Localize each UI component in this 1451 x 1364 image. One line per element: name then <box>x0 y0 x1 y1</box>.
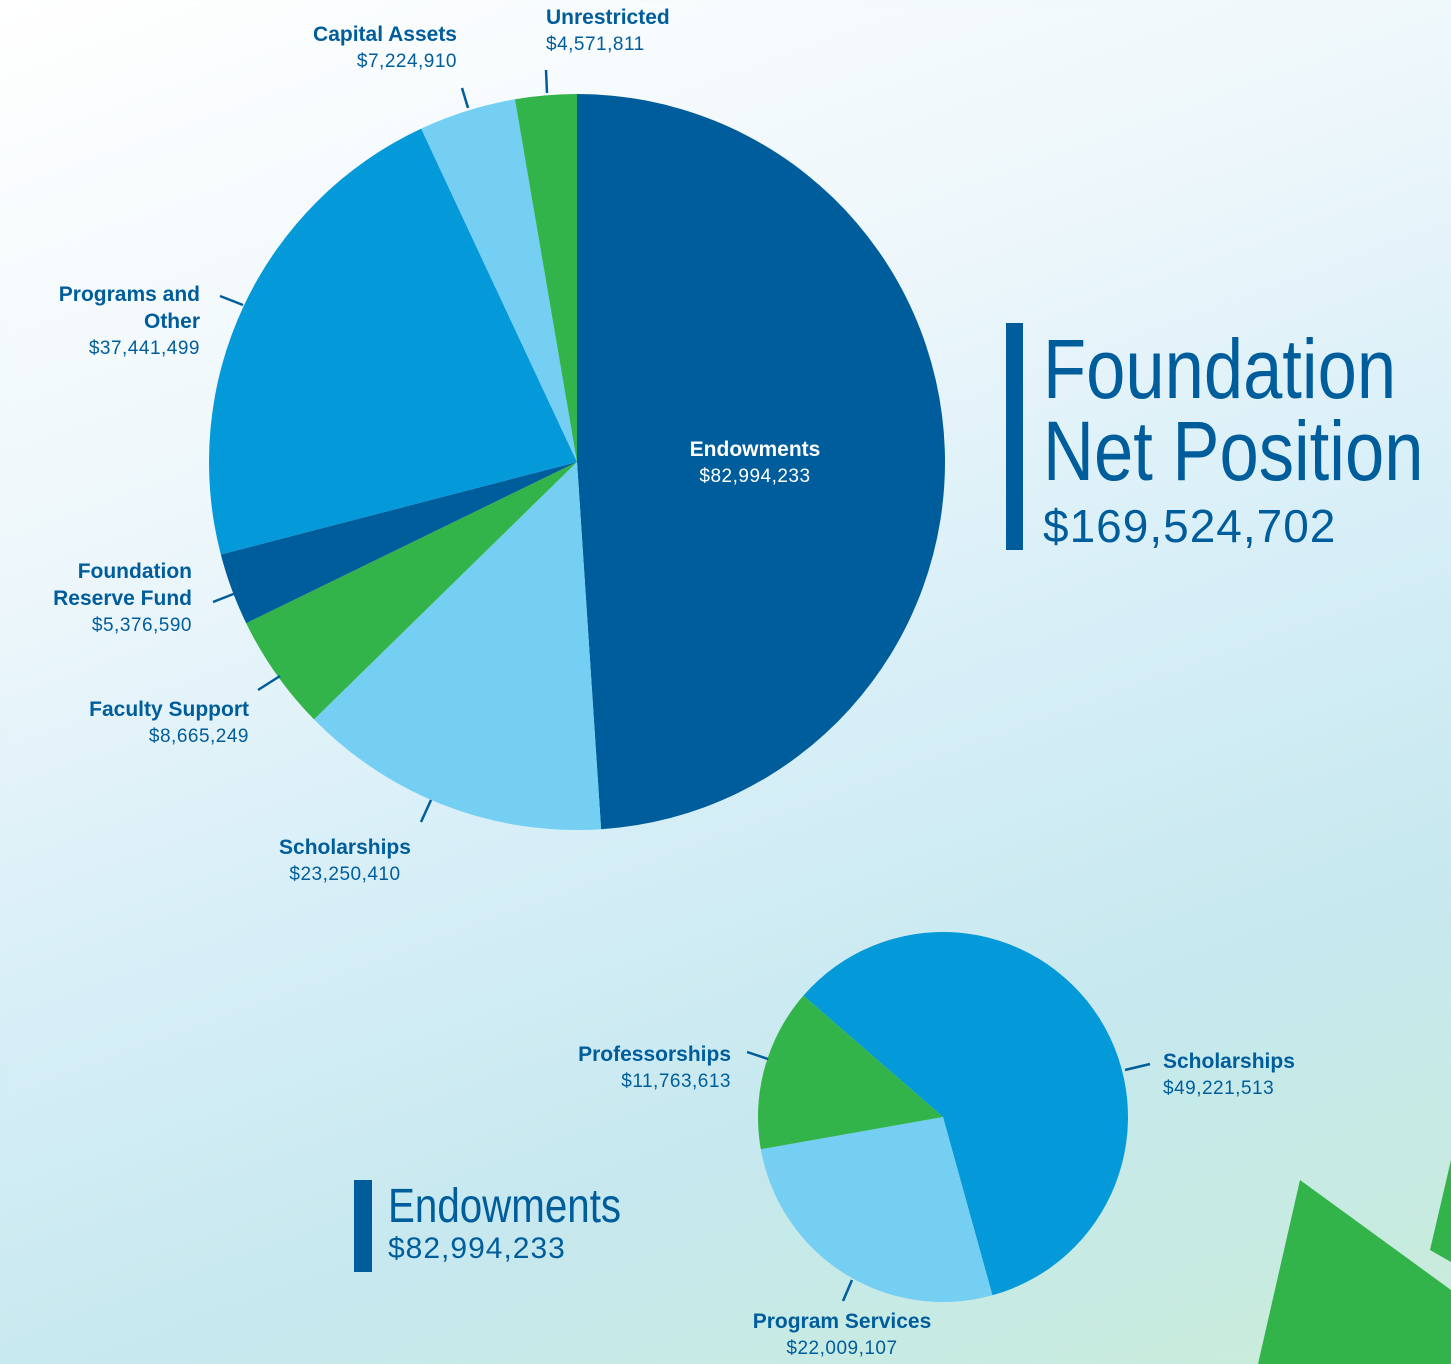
slice-label: Faculty Support $8,665,249 <box>20 696 249 750</box>
pie-slice <box>313 462 602 830</box>
leader-line <box>212 591 237 604</box>
slice-label: Program Services $22,009,107 <box>692 1308 992 1362</box>
leader-line <box>419 799 433 823</box>
pie-slice <box>208 128 577 555</box>
pie-slice <box>760 1117 993 1302</box>
category-label: Program Services <box>752 1310 932 1333</box>
value-label: $23,250,410 <box>289 864 401 885</box>
value-label: $82,994,233 <box>699 466 811 487</box>
pie-slice <box>514 94 577 462</box>
pie-slice <box>246 462 577 720</box>
slice-label: Endowments $82,994,233 <box>640 436 870 490</box>
chart-subtitle: $169,524,702 <box>1043 499 1337 552</box>
value-label: $11,763,613 <box>621 1071 731 1092</box>
value-label: $4,571,811 <box>546 34 645 55</box>
slice-label: Programs and Other $37,441,499 <box>40 281 200 362</box>
chart-title: Endowments <box>388 1180 622 1233</box>
title-bar <box>1006 323 1023 550</box>
value-label: $22,009,107 <box>786 1338 898 1359</box>
title-block: Foundation Net Position $169,524,702 <box>1043 322 1451 553</box>
chart-title: Foundation Net Position <box>1043 322 1424 499</box>
slice-label: Scholarships $49,221,513 <box>1163 1048 1363 1102</box>
decoration <box>1258 1180 1451 1364</box>
decoration <box>1430 1160 1451 1262</box>
category-label: Foundation Reserve Fund <box>53 560 192 610</box>
category-label: Capital Assets <box>313 23 457 46</box>
pie-slice <box>803 932 1129 1296</box>
leader-line <box>746 1050 769 1061</box>
leader-line <box>460 87 470 109</box>
category-label: Programs and Other <box>58 283 200 333</box>
chart-subtitle: $82,994,233 <box>388 1232 566 1266</box>
pie-slice <box>421 99 577 463</box>
slice-label: Unrestricted $4,571,811 <box>546 4 746 58</box>
title-bar <box>354 1180 372 1272</box>
category-label: Professorships <box>578 1043 731 1066</box>
category-label: Endowments <box>689 438 821 461</box>
leader-line <box>1124 1062 1151 1072</box>
slice-label: Foundation Reserve Fund $5,376,590 <box>10 558 192 639</box>
pie-slice <box>220 462 577 624</box>
category-label: Scholarships <box>1163 1050 1295 1073</box>
value-label: $7,224,910 <box>356 51 457 72</box>
category-label: Scholarships <box>279 836 411 859</box>
slice-label: Professorships $11,763,613 <box>480 1041 731 1095</box>
pie-slice <box>758 995 943 1150</box>
leader-line <box>257 674 281 692</box>
slice-label: Scholarships $23,250,410 <box>230 834 460 888</box>
slice-label: Capital Assets $7,224,910 <box>257 21 457 75</box>
pie-slice <box>577 94 945 830</box>
value-label: $49,221,513 <box>1163 1078 1275 1099</box>
category-label: Faculty Support <box>89 698 249 721</box>
leader-line <box>841 1279 854 1302</box>
leader-line <box>219 294 244 307</box>
leader-line <box>544 69 549 94</box>
value-label: $8,665,249 <box>148 726 249 747</box>
title-block: Endowments $82,994,233 <box>388 1180 788 1266</box>
category-label: Unrestricted <box>546 6 670 29</box>
value-label: $37,441,499 <box>88 338 200 359</box>
value-label: $5,376,590 <box>91 615 192 636</box>
